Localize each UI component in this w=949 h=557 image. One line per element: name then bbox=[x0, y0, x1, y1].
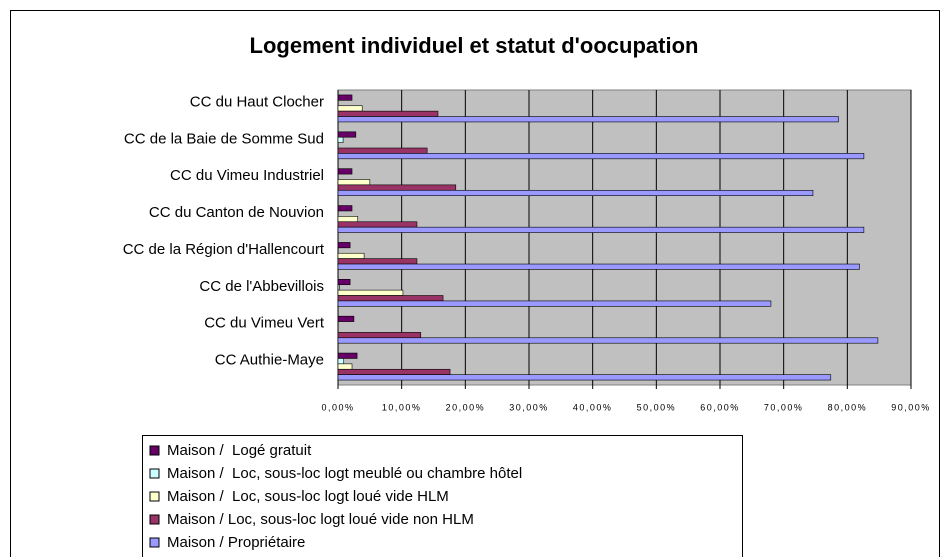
bar bbox=[337, 216, 359, 223]
bar bbox=[337, 352, 358, 359]
legend-swatch bbox=[149, 491, 160, 502]
legend-label: Maison / Loc, sous-loc logt meublé ou ch… bbox=[167, 465, 522, 482]
bar bbox=[337, 358, 345, 365]
y-tick-label: CC du Haut Clocher bbox=[190, 93, 324, 110]
legend-box bbox=[142, 435, 743, 557]
bar bbox=[337, 289, 404, 296]
bar bbox=[337, 116, 839, 123]
x-tick-label: 60,00% bbox=[700, 402, 740, 412]
bar bbox=[337, 315, 355, 322]
bar bbox=[337, 168, 353, 175]
bar bbox=[337, 153, 865, 160]
x-tick-label: 0,00% bbox=[321, 402, 354, 412]
x-tick-label: 90,00% bbox=[891, 402, 931, 412]
legend-swatch bbox=[149, 537, 160, 548]
legend-swatch bbox=[149, 468, 160, 479]
y-tick-label: CC de la Région d'Hallencourt bbox=[123, 241, 325, 258]
legend-label: Maison / Loc, sous-loc logt loué vide HL… bbox=[167, 488, 449, 505]
bar bbox=[337, 279, 351, 286]
bar bbox=[337, 205, 353, 212]
bar bbox=[337, 374, 832, 381]
bar bbox=[337, 368, 451, 375]
bar bbox=[337, 300, 772, 307]
bar bbox=[337, 363, 353, 370]
bar bbox=[337, 252, 365, 259]
y-tick-label: CC de la Baie de Somme Sud bbox=[124, 130, 324, 147]
bar bbox=[337, 147, 428, 154]
legend-label: Maison / Logé gratuit bbox=[167, 442, 312, 459]
y-tick-label: CC Authie-Maye bbox=[215, 352, 324, 369]
legend-label: Maison / Loc, sous-loc logt loué vide no… bbox=[167, 511, 474, 528]
bar bbox=[337, 105, 363, 112]
bar bbox=[337, 136, 344, 143]
chart-title: Logement individuel et statut d'oocupati… bbox=[250, 33, 699, 58]
bar bbox=[337, 295, 444, 302]
bar bbox=[337, 221, 418, 228]
legend-swatch bbox=[149, 514, 160, 525]
x-tick-label: 70,00% bbox=[764, 402, 804, 412]
bar bbox=[337, 284, 340, 291]
bar bbox=[337, 332, 422, 339]
x-tick-label: 20,00% bbox=[446, 402, 486, 412]
plot-area bbox=[337, 89, 912, 386]
bar bbox=[337, 179, 371, 186]
y-tick-label: CC du Canton de Nouvion bbox=[149, 204, 324, 221]
bar bbox=[337, 226, 865, 233]
x-tick-label: 40,00% bbox=[573, 402, 613, 412]
bar bbox=[337, 258, 418, 265]
bar bbox=[337, 242, 351, 249]
x-tick-label: 10,00% bbox=[382, 402, 422, 412]
bar bbox=[337, 263, 860, 270]
x-tick-label: 30,00% bbox=[509, 402, 549, 412]
y-tick-label: CC de l'Abbevillois bbox=[199, 278, 324, 295]
bar bbox=[337, 131, 357, 138]
bar bbox=[337, 337, 879, 344]
y-tick-label: CC du Vimeu Industriel bbox=[170, 167, 324, 184]
legend-label: Maison / Propriétaire bbox=[167, 534, 305, 551]
bar bbox=[337, 110, 439, 117]
legend-swatch bbox=[149, 445, 160, 456]
y-tick-label: CC du Vimeu Vert bbox=[204, 315, 325, 332]
x-tick-label: 50,00% bbox=[637, 402, 677, 412]
bar bbox=[337, 94, 353, 101]
x-tick-label: 80,00% bbox=[828, 402, 868, 412]
bar bbox=[337, 184, 457, 191]
bar bbox=[337, 189, 814, 196]
